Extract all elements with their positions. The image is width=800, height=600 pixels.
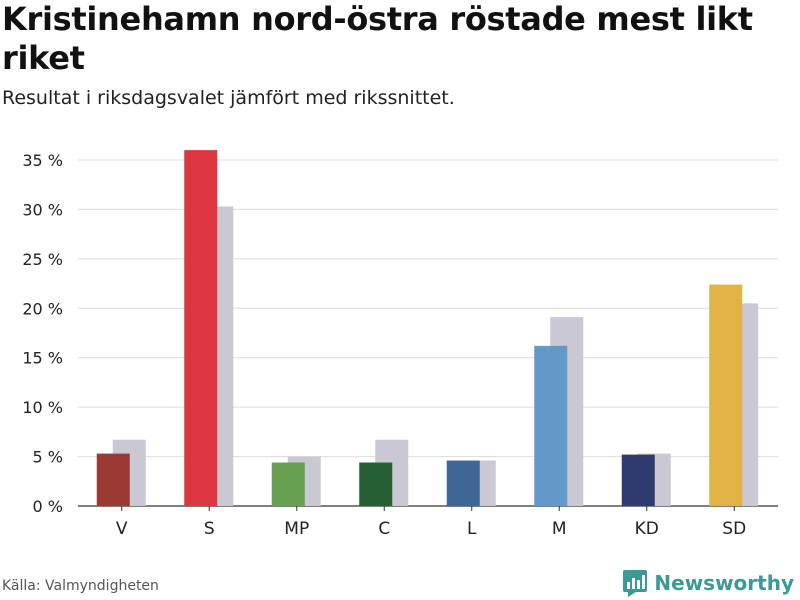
x-tick-label: S	[204, 519, 215, 539]
y-tick-label: 30 %	[22, 200, 63, 219]
bar-result-kd	[621, 454, 655, 506]
bar-result-v	[96, 453, 130, 506]
x-tick-label: C	[378, 519, 390, 539]
bar-result-s	[184, 150, 218, 506]
y-tick-label: 25 %	[22, 250, 63, 269]
chart-title: Kristinehamn nord-östra röstade mest lik…	[2, 0, 753, 77]
gridlines	[78, 159, 778, 507]
x-axis-ticks: V S MP C L M KD SD	[116, 506, 746, 539]
bar-result-l	[446, 460, 480, 506]
bar-result-c	[359, 462, 393, 506]
y-tick-label: 15 %	[22, 349, 63, 368]
newsworthy-logo: Newsworthy	[622, 568, 794, 598]
y-axis-ticks: 0 % 5 % 10 % 15 % 20 % 25 % 30 % 35 %	[22, 151, 63, 516]
bar-result-mp	[271, 462, 305, 506]
chart-subtitle: Resultat i riksdagsvalet jämfört med rik…	[2, 87, 455, 109]
x-tick-label: V	[116, 519, 128, 539]
x-tick-label: SD	[722, 519, 746, 539]
y-tick-label: 0 %	[33, 497, 63, 516]
bar-chart: 0 % 5 % 10 % 15 % 20 % 25 % 30 % 35 % V S MP C L M KD…	[22, 150, 778, 539]
x-tick-label: MP	[284, 519, 309, 539]
y-tick-label: 5 %	[33, 448, 63, 467]
source-note: Källa: Valmyndigheten	[2, 578, 159, 594]
logo-text: Newsworthy	[654, 571, 794, 595]
bars	[96, 150, 759, 506]
newsworthy-bar-chart-icon	[623, 570, 648, 597]
y-tick-label: 10 %	[22, 398, 63, 417]
x-tick-label: M	[552, 519, 567, 539]
y-tick-label: 35 %	[22, 151, 63, 170]
x-tick-label: KD	[635, 519, 659, 539]
bar-result-m	[534, 345, 568, 506]
x-tick-label: L	[467, 519, 477, 539]
bar-result-sd	[709, 284, 743, 506]
y-tick-label: 20 %	[22, 299, 63, 318]
